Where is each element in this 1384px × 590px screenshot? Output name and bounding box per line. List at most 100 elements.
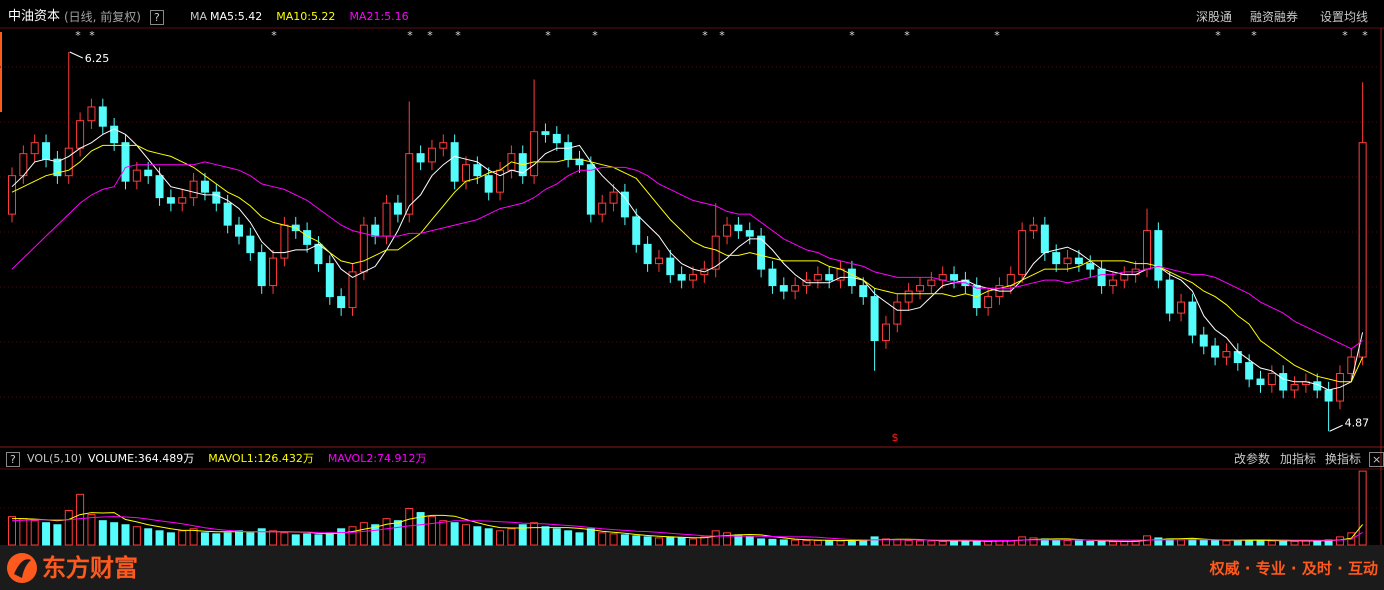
event-marker: * [75,29,81,42]
volume-bar [1086,540,1095,546]
event-marker: * [994,29,1000,42]
event-marker: * [89,29,95,42]
candle-body [1086,263,1095,270]
candle-body [564,142,573,160]
volume-bar [8,516,16,546]
volume-bar [745,536,754,546]
volume-bar [916,540,924,546]
candle-body [178,197,187,204]
volume-bar [518,524,527,546]
volume-bar [223,532,232,546]
volume-bar [757,538,766,546]
volume-bar [1301,540,1310,546]
link[interactable]: 设置均线 [1320,10,1369,24]
low-label: 4.87 [1345,416,1370,429]
candle-body [1267,373,1276,386]
candle-body [269,257,278,287]
event-marker: * [407,29,413,42]
volume-bar [541,526,550,546]
volume-bar [711,530,720,546]
volume-bar [961,540,970,546]
candle-body [1211,345,1220,358]
candle-body [654,257,663,265]
candle-body [904,290,913,303]
volume-bar [1018,536,1027,546]
volume-bar [927,540,936,546]
candle-body [223,202,232,226]
candle-body [745,230,754,237]
event-marker: * [1215,29,1221,42]
candle-body [598,202,607,215]
event-marker: * [427,29,433,42]
volume-legend: VOLUME:364.489万 MAVOL1:126.432万 MAVOL2:74.… [88,451,441,467]
volume-bar [427,516,436,546]
candle-body [484,175,493,193]
candle-body [586,164,595,215]
ma-line [12,512,1363,542]
volume-bar [893,539,902,546]
volume-bar [439,520,448,546]
link[interactable]: 改参数 [1234,452,1271,466]
event-marker: * [849,29,855,42]
candle-body [166,197,175,204]
candle-body [348,271,357,309]
candle-body [189,180,198,199]
candle-body [280,224,289,259]
volume-bar [155,530,164,546]
volume-bar [257,528,266,546]
stock-name: 中油资本 [8,9,61,24]
legend-entry: VOLUME:364.489万 [88,452,195,465]
volume-bar [19,518,28,546]
candle-body [1199,334,1208,347]
candle-body [1052,252,1061,265]
volume-bar [462,524,470,546]
link[interactable]: 换指标 [1325,452,1362,466]
candle-body [779,285,788,292]
volume-bar [393,520,402,546]
candle-body [314,243,323,265]
link[interactable]: 加指标 [1280,452,1317,466]
candle-body [1290,384,1299,391]
candle-body [393,202,402,215]
volume-bar [280,532,289,546]
signal-marker: $ [892,431,899,444]
candle-body [1029,224,1038,232]
volume-bar [1267,540,1276,546]
ma-line [11,144,1364,383]
candle-body [200,180,209,193]
volume-bar [405,508,414,546]
volume-bar [507,528,516,546]
volume-bar [1245,539,1254,546]
help-button[interactable]: ? [6,452,20,467]
volume-bar [144,528,153,546]
volume-bar [325,532,334,546]
volume-bar [303,533,312,546]
volume-bar [1279,540,1288,546]
candle-body [609,191,618,204]
legend-entry: MA5:5.42 [210,10,263,23]
volume-bar [132,526,141,546]
volume-bar [870,536,879,546]
link[interactable]: 融资融券 [1250,10,1299,24]
candle-body [212,191,221,204]
candle-body [666,257,675,276]
event-marker: * [1251,29,1257,42]
event-marker: * [545,29,551,42]
candle-body [121,142,130,182]
volume-bar [269,530,278,546]
close-button[interactable]: × [1369,452,1384,467]
volume-bar [1074,540,1083,546]
event-marker: * [592,29,598,42]
candle-body [552,133,561,144]
volume-bar [984,540,993,546]
candle-body [64,147,73,177]
link[interactable]: 深股通 [1196,10,1233,24]
help-button[interactable]: ? [150,10,164,25]
candle-body [1177,301,1186,314]
volume-bar [212,533,221,546]
candle-body [1256,378,1265,386]
volume-bar [813,540,822,546]
volume-bar [723,532,732,546]
candle-body [757,235,766,270]
legend-entry: MA10:5.22 [276,10,336,23]
